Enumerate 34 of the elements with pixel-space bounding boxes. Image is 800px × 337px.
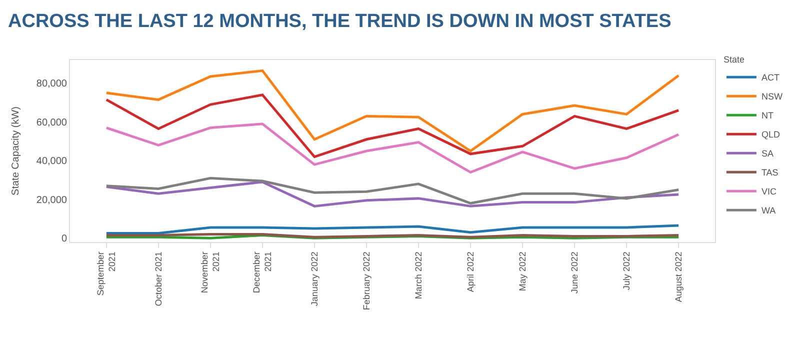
line-series (105, 69, 680, 152)
x-tick-label: March 2022 (413, 252, 424, 300)
y-axis-title: State Capacity (kW) (10, 106, 22, 196)
x-tick-label: May 2022 (517, 252, 528, 292)
legend-title: State (723, 54, 744, 65)
legend-label: NSW (761, 92, 783, 102)
x-tick-label: August 2022 (674, 252, 684, 302)
x-tick-label: February 2022 (361, 252, 372, 310)
x-tick-label: September 2021 (95, 252, 118, 296)
line-series (105, 94, 680, 158)
legend-label: TAS (761, 168, 778, 178)
x-tick-label: January 2022 (309, 252, 320, 306)
y-tick-label: 20,000 (36, 194, 68, 206)
chart-title: ACROSS THE LAST 12 MONTHS, THE TREND IS DOWN IN MOST STATES (8, 10, 672, 32)
x-tick-label: June 2022 (569, 252, 580, 294)
y-tick-label: 0 (61, 234, 68, 245)
line-series (105, 122, 680, 174)
line-series (105, 176, 680, 205)
x-tick-label: November 2021 (200, 252, 222, 294)
legend-label: SA (761, 148, 774, 159)
y-tick-label: 60,000 (36, 117, 68, 128)
x-tick-label: July 2022 (621, 252, 632, 290)
legend-label: WA (761, 206, 776, 216)
x-tick-label: October 2021 (153, 252, 164, 306)
legend-label: VIC (761, 186, 777, 197)
legend-label: QLD (761, 130, 780, 140)
y-tick-label: 80,000 (36, 78, 68, 90)
legend-label: NT (761, 110, 774, 121)
line-series (105, 224, 680, 235)
x-tick-label: December 2021 (252, 252, 274, 294)
y-tick-label: 40,000 (36, 156, 68, 168)
x-tick-label: April 2022 (465, 252, 476, 292)
legend-label: ACT (761, 72, 780, 83)
line-series (105, 180, 680, 208)
